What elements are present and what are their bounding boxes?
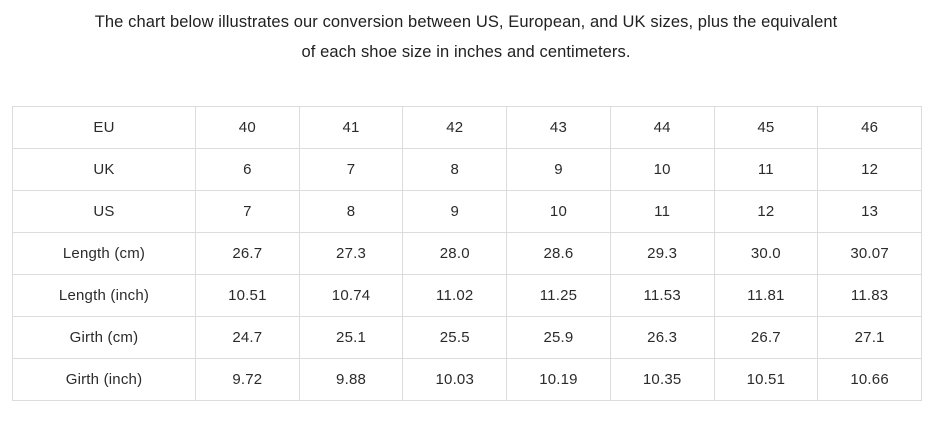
table-cell: 10.51 <box>195 274 300 317</box>
table-row-eu: EU 40 41 42 43 44 45 46 <box>12 106 922 149</box>
table-cell: 11 <box>713 148 819 191</box>
table-cell: 24.7 <box>195 316 300 359</box>
table-row-girth-cm: Girth (cm) 24.7 25.1 25.5 25.9 26.3 26.7… <box>12 316 922 359</box>
table-cell: 10.51 <box>713 358 819 401</box>
page-title: The chart below illustrates our conversi… <box>0 0 932 67</box>
table-cell: 11.53 <box>609 274 715 317</box>
table-row-girth-inch: Girth (inch) 9.72 9.88 10.03 10.19 10.35… <box>12 358 922 401</box>
table-cell: 26.7 <box>713 316 819 359</box>
table-cell: 41 <box>298 106 404 149</box>
row-label-length-cm: Length (cm) <box>12 232 196 275</box>
table-cell: 8 <box>402 148 508 191</box>
table-cell: 44 <box>609 106 715 149</box>
table-cell: 40 <box>195 106 300 149</box>
table-cell: 46 <box>817 106 922 149</box>
table-cell: 25.1 <box>298 316 404 359</box>
size-conversion-table: EU 40 41 42 43 44 45 46 UK 6 7 8 9 10 11… <box>12 106 922 401</box>
table-cell: 25.9 <box>506 316 611 359</box>
table-cell: 43 <box>506 106 611 149</box>
page-title-line-1: The chart below illustrates our conversi… <box>94 13 838 31</box>
table-cell: 6 <box>195 148 300 191</box>
table-cell: 13 <box>817 190 922 233</box>
table-cell: 7 <box>298 148 404 191</box>
table-cell: 11.81 <box>713 274 819 317</box>
table-cell: 27.1 <box>817 316 922 359</box>
table-cell: 10.74 <box>298 274 404 317</box>
row-label-eu: EU <box>12 106 196 149</box>
table-cell: 30.07 <box>817 232 922 275</box>
table-cell: 10.35 <box>609 358 715 401</box>
table-cell: 26.3 <box>609 316 715 359</box>
table-cell: 10.19 <box>506 358 611 401</box>
table-row-length-cm: Length (cm) 26.7 27.3 28.0 28.6 29.3 30.… <box>12 232 922 275</box>
table-cell: 11.83 <box>817 274 922 317</box>
table-cell: 12 <box>713 190 819 233</box>
table-cell: 9 <box>402 190 508 233</box>
table-cell: 10.66 <box>817 358 922 401</box>
table-cell: 28.6 <box>506 232 611 275</box>
table-cell: 27.3 <box>298 232 404 275</box>
table-cell: 26.7 <box>195 232 300 275</box>
table-cell: 9 <box>506 148 611 191</box>
table-cell: 10 <box>506 190 611 233</box>
row-label-uk: UK <box>12 148 196 191</box>
table-cell: 12 <box>817 148 922 191</box>
page-title-line-2: of each shoe size in inches and centimet… <box>301 43 631 61</box>
table-row-uk: UK 6 7 8 9 10 11 12 <box>12 148 922 191</box>
table-cell: 11.02 <box>402 274 508 317</box>
table-cell: 28.0 <box>402 232 508 275</box>
table-cell: 9.72 <box>195 358 300 401</box>
table-cell: 45 <box>713 106 819 149</box>
table-cell: 8 <box>298 190 404 233</box>
row-label-us: US <box>12 190 196 233</box>
row-label-length-inch: Length (inch) <box>12 274 196 317</box>
table-cell: 10 <box>609 148 715 191</box>
table-cell: 7 <box>195 190 300 233</box>
row-label-girth-inch: Girth (inch) <box>12 358 196 401</box>
table-cell: 42 <box>402 106 508 149</box>
table-row-length-inch: Length (inch) 10.51 10.74 11.02 11.25 11… <box>12 274 922 317</box>
table-cell: 11.25 <box>506 274 611 317</box>
table-cell: 10.03 <box>402 358 508 401</box>
table-row-us: US 7 8 9 10 11 12 13 <box>12 190 922 233</box>
table-cell: 9.88 <box>298 358 404 401</box>
row-label-girth-cm: Girth (cm) <box>12 316 196 359</box>
table-cell: 30.0 <box>713 232 819 275</box>
table-cell: 25.5 <box>402 316 508 359</box>
table-cell: 29.3 <box>609 232 715 275</box>
table-cell: 11 <box>609 190 715 233</box>
